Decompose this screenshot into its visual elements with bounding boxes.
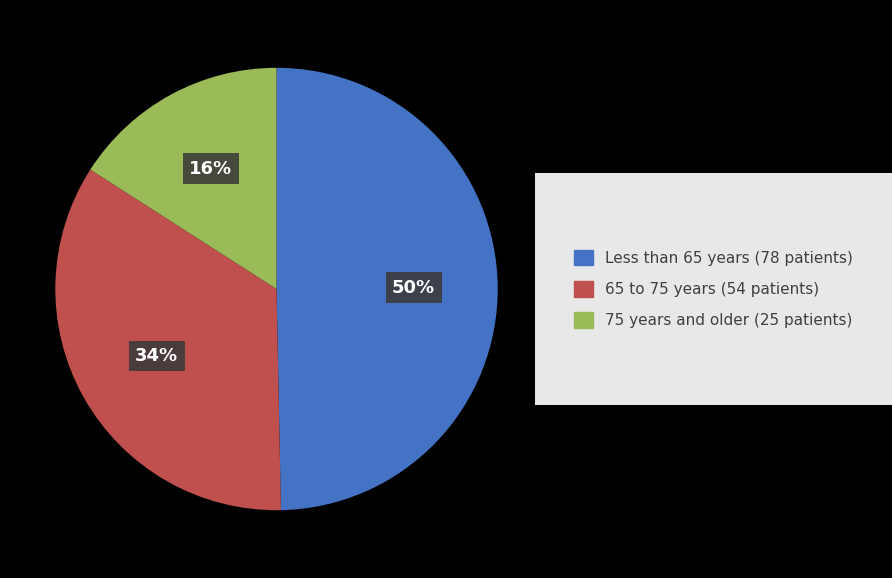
Text: 16%: 16% <box>189 160 232 177</box>
Text: 34%: 34% <box>136 347 178 365</box>
Wedge shape <box>55 169 281 510</box>
Wedge shape <box>277 68 498 510</box>
Wedge shape <box>90 68 277 289</box>
Text: 50%: 50% <box>392 279 435 297</box>
Legend: Less than 65 years (78 patients), 65 to 75 years (54 patients), 75 years and old: Less than 65 years (78 patients), 65 to … <box>562 238 865 340</box>
